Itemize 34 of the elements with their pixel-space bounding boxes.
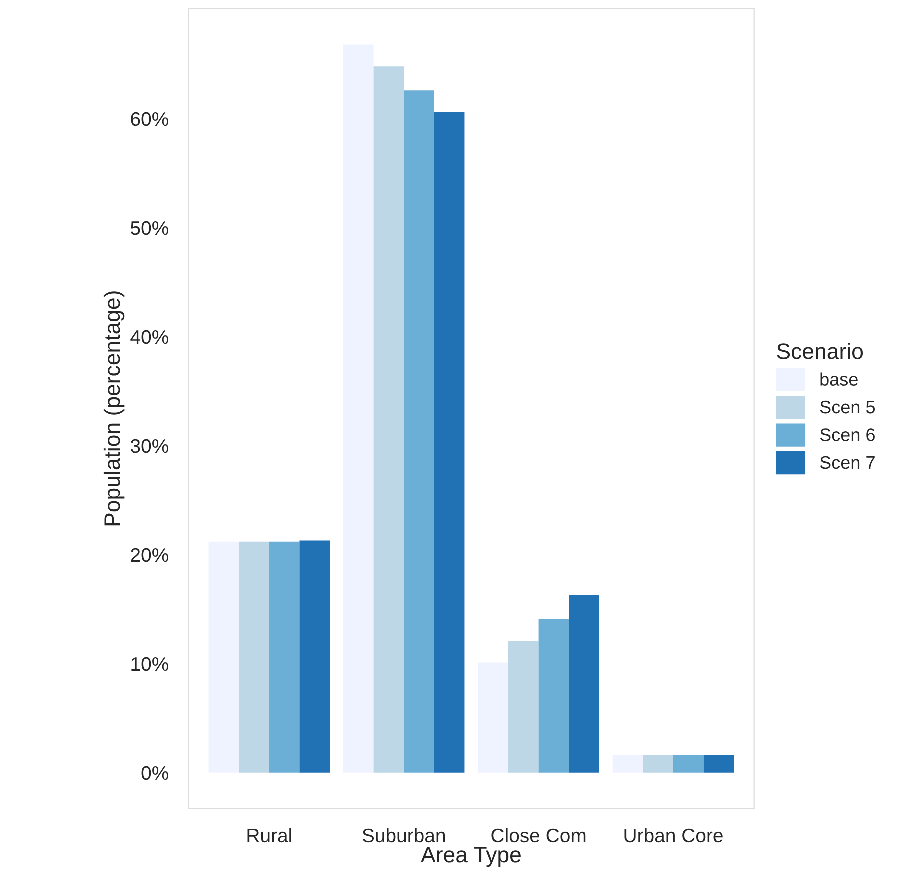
x-axis-title: Area Type bbox=[421, 847, 521, 868]
bar bbox=[404, 90, 434, 773]
x-tick-label: Rural bbox=[248, 828, 292, 843]
bar bbox=[569, 595, 600, 773]
bar bbox=[478, 662, 508, 773]
y-tick-label: 30% bbox=[130, 439, 168, 454]
y-axis-title: Population (percentage) bbox=[104, 292, 125, 526]
legend-label: Scen 5 bbox=[820, 400, 876, 414]
bar bbox=[300, 540, 330, 773]
bar bbox=[674, 755, 704, 773]
bar bbox=[508, 641, 539, 773]
y-tick-label: 10% bbox=[132, 657, 168, 672]
y-tick-label: 20% bbox=[131, 548, 168, 562]
bar bbox=[343, 44, 374, 773]
x-tick-label: Urban Core bbox=[624, 828, 723, 843]
bar bbox=[374, 66, 404, 773]
legend-title: Scenario bbox=[777, 343, 863, 360]
y-tick-label: 0% bbox=[142, 766, 168, 780]
y-tick-label: 60% bbox=[131, 112, 168, 126]
bar bbox=[434, 112, 465, 773]
legend-label: base bbox=[820, 372, 858, 386]
y-tick-label: 50% bbox=[130, 221, 168, 236]
x-tick-label: Close Com bbox=[492, 828, 586, 843]
bar bbox=[612, 755, 644, 773]
bar bbox=[538, 619, 570, 773]
bar bbox=[239, 542, 270, 773]
bar bbox=[208, 542, 240, 773]
legend-label: Scen 7 bbox=[820, 456, 875, 470]
bar bbox=[643, 755, 674, 773]
legend-label: Scen 6 bbox=[820, 428, 875, 442]
bar bbox=[704, 755, 734, 773]
bar bbox=[269, 542, 300, 773]
y-tick-label: 40% bbox=[130, 330, 168, 344]
x-tick-label: Suburban bbox=[362, 828, 446, 843]
